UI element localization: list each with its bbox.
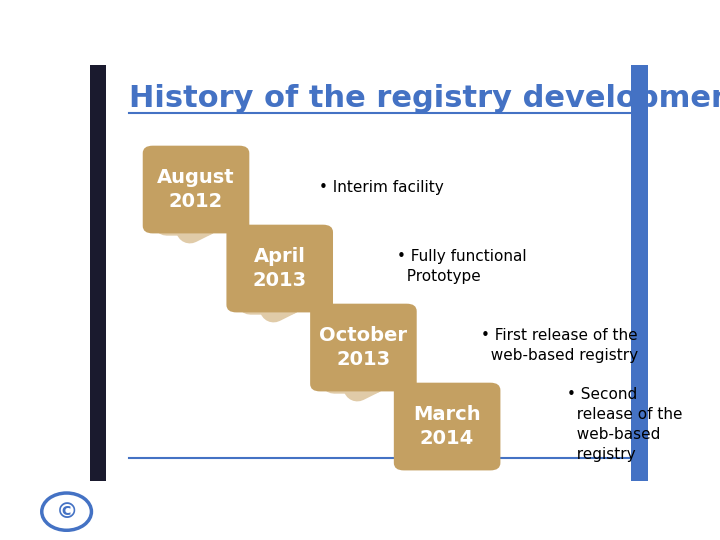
- FancyBboxPatch shape: [226, 225, 333, 313]
- Text: • First release of the
  web-based registry: • First release of the web-based registr…: [481, 328, 638, 363]
- Text: • Interim facility: • Interim facility: [319, 180, 444, 195]
- Text: March
2014: March 2014: [413, 406, 481, 448]
- Text: ©: ©: [55, 502, 78, 522]
- Text: October
2013: October 2013: [320, 326, 408, 369]
- Text: • Second
  release of the
  web-based
  registry: • Second release of the web-based regist…: [567, 387, 683, 462]
- FancyBboxPatch shape: [143, 146, 249, 233]
- FancyBboxPatch shape: [631, 65, 648, 481]
- Text: • Fully functional
  Prototype: • Fully functional Prototype: [397, 249, 526, 284]
- FancyBboxPatch shape: [90, 65, 106, 481]
- FancyBboxPatch shape: [310, 303, 417, 392]
- FancyBboxPatch shape: [394, 383, 500, 470]
- Text: History of the registry development: History of the registry development: [129, 84, 720, 112]
- Text: April
2013: April 2013: [253, 247, 307, 290]
- Text: August
2012: August 2012: [157, 168, 235, 211]
